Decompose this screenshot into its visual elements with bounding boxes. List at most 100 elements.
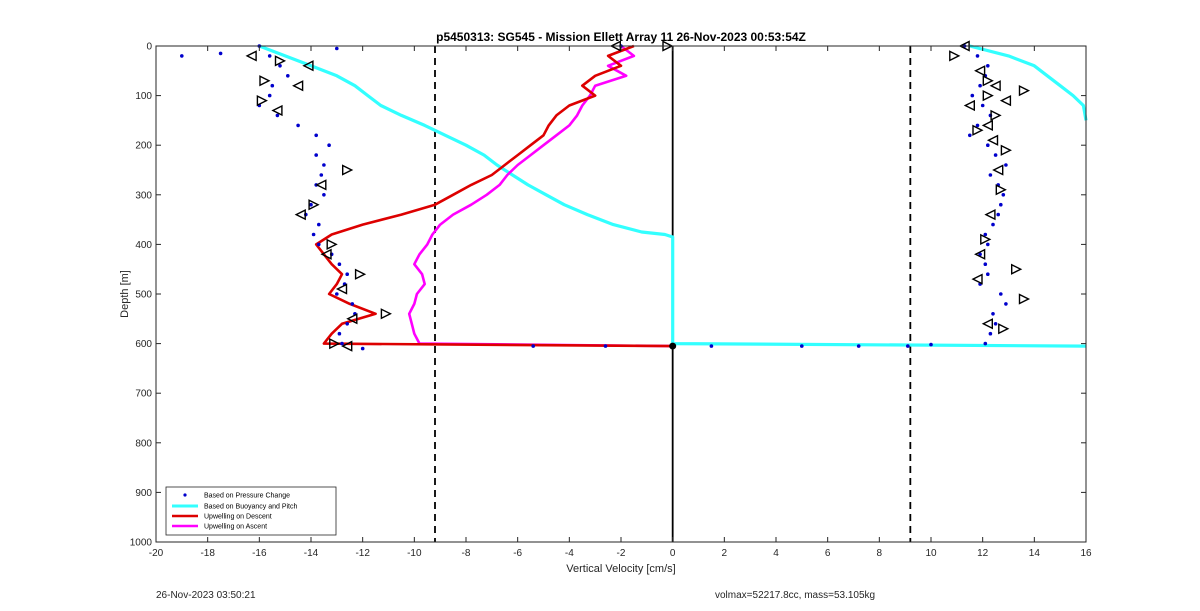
pressure-point-ascent <box>988 173 993 177</box>
pressure-point-ascent <box>988 331 993 336</box>
pressure-point <box>180 54 184 58</box>
triangle-marker <box>341 340 353 352</box>
pressure-point-ascent <box>996 212 1000 217</box>
x-tick-label: 12 <box>977 548 989 559</box>
x-tick-label: 14 <box>1029 548 1041 559</box>
pressure-point-ascent <box>1004 302 1008 306</box>
triangle-marker <box>971 273 983 285</box>
pressure-point <box>800 344 804 348</box>
bottom-point <box>669 342 677 350</box>
legend-label-descent: Upwelling on Descent <box>204 514 272 521</box>
triangle-marker <box>329 337 341 350</box>
triangle-marker <box>294 208 306 221</box>
pressure-point-descent <box>337 331 342 336</box>
pressure-point <box>335 46 339 51</box>
pressure-point-descent <box>327 143 331 147</box>
pressure-point-descent <box>314 153 319 157</box>
y-tick-label: 300 <box>135 190 152 201</box>
triangle-marker <box>320 248 332 260</box>
triangle-marker <box>980 233 992 246</box>
y-tick-label: 800 <box>135 438 152 449</box>
pressure-point-descent <box>335 292 339 296</box>
triangle-marker <box>972 124 984 136</box>
series-layer <box>180 44 1088 351</box>
pressure-point-ascent <box>986 143 990 147</box>
x-tick-label: -16 <box>252 548 267 559</box>
y-tick-label: 400 <box>135 240 152 251</box>
y-tick-label: 600 <box>135 339 152 350</box>
triangle-marker <box>256 94 268 107</box>
pressure-point-descent <box>267 93 272 98</box>
triangle-marker <box>989 80 1001 92</box>
pressure-point-ascent <box>975 123 980 128</box>
pressure-point <box>218 51 223 56</box>
pressure-point-ascent <box>980 103 985 108</box>
y-tick-label: 0 <box>146 42 152 53</box>
pressure-point <box>603 344 608 348</box>
triangle-marker <box>292 80 304 92</box>
pressure-point-descent <box>296 123 300 128</box>
y-axis-label: Depth [m] <box>119 270 131 318</box>
x-tick-label: 0 <box>670 548 676 559</box>
triangle-marker <box>995 184 1007 196</box>
y-tick-label: 900 <box>135 488 152 499</box>
triangle-marker <box>346 313 358 325</box>
footer-mass-info: volmax=52217.8cc, mass=53.105kg <box>715 590 876 601</box>
pressure-point-descent <box>350 302 355 306</box>
pressure-point <box>709 344 714 348</box>
pressure-point-descent <box>322 163 326 167</box>
series-line-buoyancy-descent <box>258 44 1087 348</box>
pressure-point-descent <box>270 83 275 88</box>
x-tick-label: -10 <box>407 548 422 559</box>
pressure-point <box>856 344 861 348</box>
pressure-point <box>531 344 535 348</box>
legend-label-ascent: Upwelling on Ascent <box>204 524 267 531</box>
y-tick-label: 100 <box>135 91 152 102</box>
triangle-marker <box>274 55 287 67</box>
triangle-marker <box>1011 263 1023 275</box>
triangle-marker <box>271 104 283 117</box>
pressure-point-ascent <box>991 312 995 316</box>
x-tick-label: -14 <box>304 548 319 559</box>
triangle-marker <box>315 179 327 191</box>
triangle-marker <box>981 318 993 330</box>
triangle-marker <box>342 164 354 176</box>
pressure-point <box>906 344 910 348</box>
triangle-marker <box>949 50 961 62</box>
y-axis-ticks: 0 100 200 300 400 500 600 700 800 900 1000 <box>130 42 1086 549</box>
triangle-marker <box>1018 293 1031 305</box>
x-axis-label: Vertical Velocity [cm/s] <box>566 563 675 575</box>
triangle-marker <box>986 134 999 146</box>
pressure-point-ascent <box>993 153 998 157</box>
triangle-marker <box>335 283 348 295</box>
pressure-point-ascent <box>999 202 1003 207</box>
x-tick-label: 4 <box>773 548 779 559</box>
series-line-buoyancy-ascent <box>969 44 1088 121</box>
triangle-marker <box>982 89 994 102</box>
footer-timestamp: 26-Nov-2023 03:50:21 <box>156 590 256 601</box>
pressure-point-descent <box>340 341 344 346</box>
triangle-marker <box>974 248 986 260</box>
pressure-point-ascent <box>983 341 988 346</box>
x-tick-label: -12 <box>355 548 370 559</box>
triangle-marker <box>326 238 338 251</box>
pressure-point-descent <box>337 262 342 267</box>
triangle-marker <box>999 94 1012 107</box>
x-tick-label: 2 <box>722 548 728 559</box>
triangle-marker <box>354 268 367 280</box>
x-tick-label: -8 <box>462 548 471 559</box>
legend-swatch-pressure <box>183 493 187 497</box>
triangle-marker <box>308 199 320 211</box>
x-tick-label: 10 <box>925 548 937 559</box>
pressure-point-ascent <box>991 222 995 227</box>
pressure-point-ascent <box>986 272 990 277</box>
pressure-point-descent <box>267 54 272 58</box>
pressure-point-descent <box>275 113 280 118</box>
pressure-point-descent <box>345 272 350 277</box>
pressure-point-ascent <box>968 133 972 138</box>
triangle-marker <box>974 65 986 77</box>
pressure-point-ascent <box>1001 193 1006 197</box>
pressure-point-ascent <box>999 292 1003 296</box>
pressure-point-ascent <box>986 64 990 68</box>
